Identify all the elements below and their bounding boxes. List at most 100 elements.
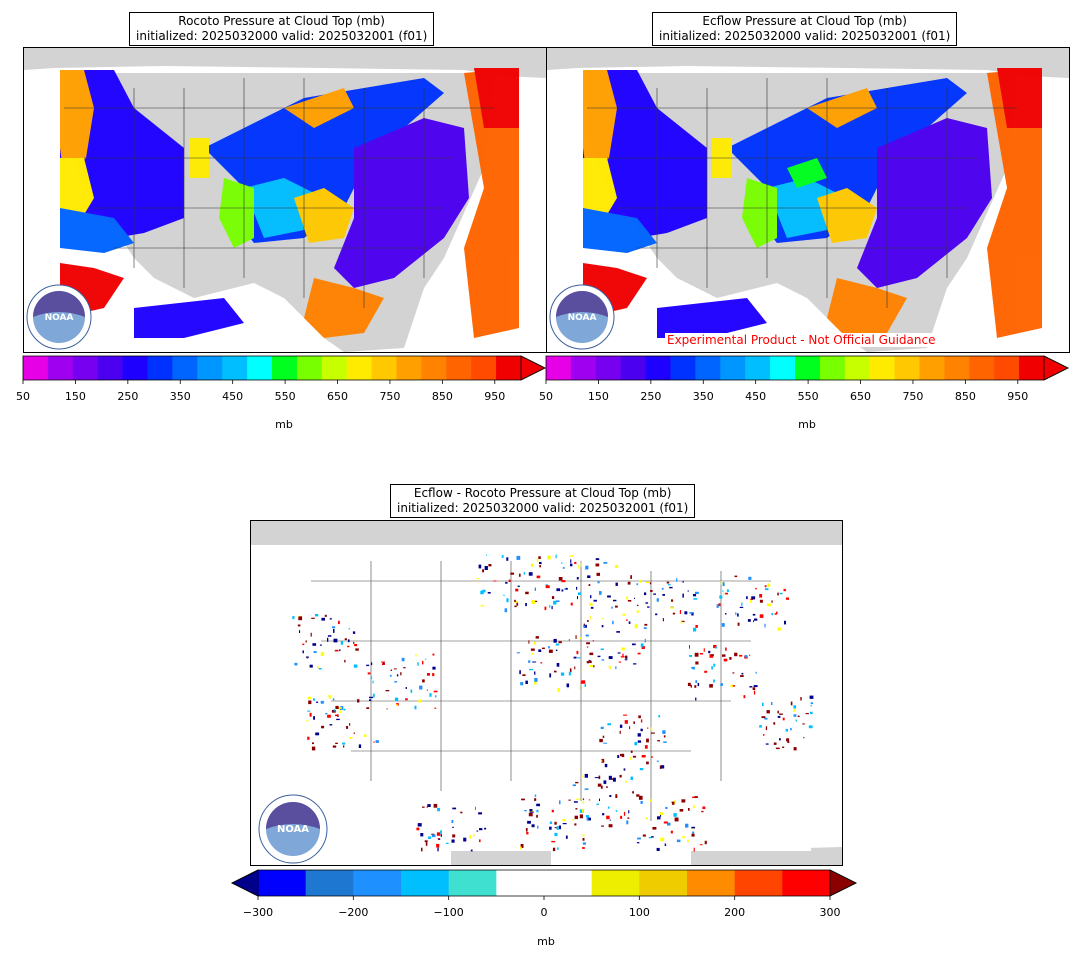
land-canada xyxy=(24,48,546,78)
colorbar-tick-label: 950 xyxy=(484,390,505,403)
diff-speckle-field xyxy=(292,554,814,852)
colorbar-bin xyxy=(1019,356,1045,380)
diff-land-bottom xyxy=(451,847,842,865)
left-boundaries xyxy=(64,78,494,308)
colorbar-bin xyxy=(695,356,721,380)
colorbar-bin xyxy=(353,870,402,896)
right-noaa-logo: NOAA xyxy=(549,284,615,350)
land-canada xyxy=(547,48,1069,78)
right-title-line2: initialized: 2025032000 valid: 202503200… xyxy=(659,29,951,43)
colorbar-tick-label: 850 xyxy=(432,390,453,403)
colorbar-tick-label: 650 xyxy=(327,390,348,403)
colorbar-bin xyxy=(720,356,746,380)
colorbar-bin xyxy=(745,356,771,380)
colorbar-bin xyxy=(844,356,871,380)
colorbar-bin xyxy=(446,356,472,380)
colorbar-tick-label: 950 xyxy=(1007,390,1028,403)
colorbar-bin xyxy=(122,356,148,380)
colorbar-bin xyxy=(448,870,497,896)
colorbar-bin xyxy=(620,356,647,380)
left-map: NOAA xyxy=(23,47,547,353)
colorbar-tick-label: −200 xyxy=(338,906,368,919)
colorbar-bin xyxy=(147,356,173,380)
colorbar-tick-label: 450 xyxy=(745,390,766,403)
colorbar-tick-label: 250 xyxy=(640,390,661,403)
colorbar-bin xyxy=(969,356,995,380)
colorbar-bin xyxy=(645,356,671,380)
colorbar-bin xyxy=(591,870,640,896)
right-unit-label: mb xyxy=(798,418,816,431)
colorbar-bin xyxy=(47,356,74,380)
diff-unit-label: mb xyxy=(537,935,555,948)
colorbar-bin xyxy=(795,356,821,380)
colorbar-tick-label: 200 xyxy=(724,906,745,919)
right-cloud-field xyxy=(583,68,1042,338)
diff-panel-title: Ecflow - Rocoto Pressure at Cloud Top (m… xyxy=(390,484,696,518)
colorbar-bin xyxy=(421,356,447,380)
colorbar-extend-max xyxy=(520,355,546,381)
colorbar-outline xyxy=(22,355,546,381)
land-canada xyxy=(251,521,842,545)
colorbar-bin xyxy=(396,356,422,380)
colorbar-bin xyxy=(770,356,796,380)
colorbar-extend-min xyxy=(231,869,259,897)
colorbar-bin xyxy=(305,870,354,896)
disclaimer-text: Experimental Product - Not Official Guid… xyxy=(665,333,938,347)
colorbar-tick-label: −300 xyxy=(243,906,273,919)
colorbar-tick-label: 450 xyxy=(222,390,243,403)
colorbar-bin xyxy=(222,356,248,380)
right-title-line1: Ecflow Pressure at Cloud Top (mb) xyxy=(702,14,907,28)
colorbar-bin xyxy=(471,356,497,380)
left-panel-title: Rocoto Pressure at Cloud Top (mb) initia… xyxy=(129,12,435,46)
colorbar-tick-label: 50 xyxy=(16,390,30,403)
colorbar-bin xyxy=(496,356,522,380)
right-colorbar: 50 150 250 350 450 550 650 750 850 950 xyxy=(539,355,1076,406)
right-map: NOAA xyxy=(546,47,1070,353)
colorbar-bin xyxy=(546,356,572,380)
colorbar-bin xyxy=(321,356,348,380)
colorbar-bin xyxy=(346,356,373,380)
colorbar-bin xyxy=(994,356,1020,380)
right-noaa-text: NOAA xyxy=(568,313,597,323)
colorbar-tick-label: 0 xyxy=(541,906,548,919)
diff-colorbar: −300 −200 −100 0 100 200 300 xyxy=(230,869,862,926)
colorbar-tick-label: 550 xyxy=(275,390,296,403)
diff-map: NOAA xyxy=(250,520,843,866)
right-boundaries xyxy=(587,78,1017,308)
colorbar-tick-label: 350 xyxy=(693,390,714,403)
colorbar-bin xyxy=(670,356,696,380)
colorbar-tick-label: 350 xyxy=(170,390,191,403)
colorbar-tick-label: 300 xyxy=(820,906,841,919)
colorbar-bin xyxy=(197,356,223,380)
diff-noaa-logo: NOAA xyxy=(258,794,328,864)
colorbar-outline xyxy=(545,355,1069,381)
colorbar-bin xyxy=(944,356,970,380)
colorbar-tick-label: 750 xyxy=(379,390,400,403)
colorbar-tick-label: 550 xyxy=(798,390,819,403)
colorbar-bin xyxy=(819,356,846,380)
colorbar-bin xyxy=(247,356,273,380)
colorbar-bin xyxy=(97,356,124,380)
colorbar-tick-label: 50 xyxy=(539,390,553,403)
colorbar-bin xyxy=(172,356,198,380)
colorbar-bin xyxy=(258,870,307,896)
colorbar-bin xyxy=(734,870,783,896)
colorbar-bin xyxy=(595,356,622,380)
colorbar-bin xyxy=(496,870,545,896)
colorbar-bin xyxy=(296,356,323,380)
colorbar-tick-label: 750 xyxy=(902,390,923,403)
left-colorbar: 50 150 250 350 450 550 650 750 850 950 xyxy=(16,355,553,406)
colorbar-tick-label: 850 xyxy=(955,390,976,403)
colorbar-bin xyxy=(919,356,945,380)
colorbar-tick-label: −100 xyxy=(434,906,464,919)
diff-title-line2: initialized: 2025032000 valid: 202503200… xyxy=(397,501,689,515)
colorbar-extend-max xyxy=(829,869,857,897)
left-noaa-text: NOAA xyxy=(45,313,74,323)
colorbar-tick-label: 650 xyxy=(850,390,871,403)
colorbar-extend-max xyxy=(1043,355,1069,381)
right-panel-title: Ecflow Pressure at Cloud Top (mb) initia… xyxy=(652,12,958,46)
left-title-line2: initialized: 2025032000 valid: 202503200… xyxy=(136,29,428,43)
colorbar-bin xyxy=(401,870,450,896)
colorbar-bin xyxy=(272,356,298,380)
colorbar-bin xyxy=(639,870,688,896)
